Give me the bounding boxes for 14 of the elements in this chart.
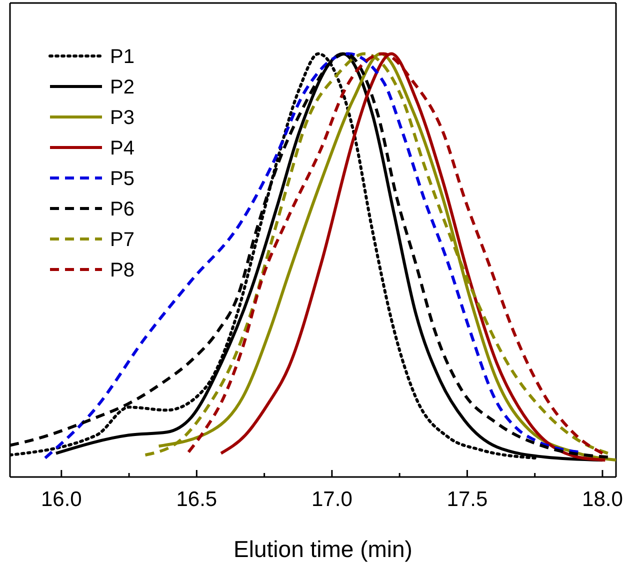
legend-label: P5 [110,168,134,190]
x-tick-label: 17.0 [312,488,352,511]
legend-label: P8 [110,260,134,282]
legend-label: P6 [110,198,134,220]
x-axis-title: Elution time (min) [234,536,412,562]
x-tick-label: 18.0 [582,488,623,511]
x-tick-label: 17.5 [446,488,488,511]
x-tick-label: 16.5 [176,488,218,511]
legend-label: P3 [110,107,134,129]
legend-label: P4 [110,138,134,160]
legend-label: P2 [110,76,134,98]
legend-label: P7 [110,229,134,251]
legend-label: P1 [110,46,134,68]
x-tick-label: 16.0 [40,488,82,511]
